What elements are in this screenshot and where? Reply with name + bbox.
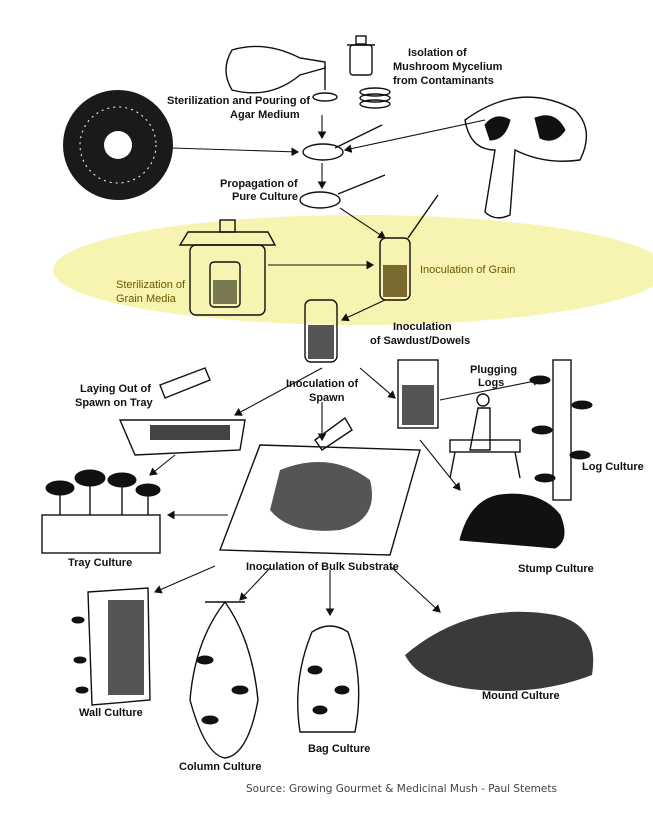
label-inoculation-bulk: Inoculation of Bulk Substrate [246, 561, 399, 573]
pressure-cooker-large [178, 219, 277, 316]
label-inoculation-spawn-1: Inoculation of [286, 378, 358, 390]
column-culture-illustration [189, 600, 259, 759]
bag-culture-illustration [297, 625, 360, 733]
label-propagation-2: Pure Culture [232, 191, 298, 203]
mushroom-cross-section [464, 96, 588, 219]
sawdust-bag [397, 359, 439, 429]
spawn-tray [118, 367, 246, 456]
label-laying-out-1: Laying Out of [80, 383, 151, 395]
label-laying-out-2: Spawn on Tray [75, 397, 154, 409]
petri-dish-1 [302, 124, 383, 161]
bulk-substrate-board [218, 416, 421, 556]
label-plugging-1: Plugging [470, 364, 517, 376]
label-wall-culture: Wall Culture [79, 707, 143, 719]
spore-print [63, 90, 173, 200]
flask-illustration [225, 45, 338, 102]
label-sterilization-grain-2: Grain Media [116, 293, 177, 305]
highlight-band [53, 215, 653, 325]
label-sterilization-agar-2: Agar Medium [230, 109, 300, 121]
label-column-culture: Column Culture [179, 761, 262, 773]
pressure-cooker-small [347, 35, 375, 76]
mound-culture-illustration [405, 611, 594, 691]
grain-jar [379, 194, 439, 301]
label-inoculation-sawdust-1: Inoculation [393, 321, 452, 333]
label-propagation-1: Propagation of [220, 178, 298, 190]
log-culture-illustration [529, 359, 593, 501]
label-isolation-1: Isolation of [408, 47, 467, 59]
label-bag-culture: Bag Culture [308, 743, 370, 755]
petri-dish-2 [299, 174, 386, 209]
plugging-logs-man [449, 393, 521, 479]
label-isolation-2: Mushroom Mycelium [393, 61, 503, 73]
label-stump-culture: Stump Culture [518, 563, 594, 575]
label-isolation-3: from Contaminants [393, 75, 494, 87]
label-mound-culture: Mound Culture [482, 690, 560, 702]
label-sterilization-agar-1: Sterilization and Pouring of [167, 95, 310, 107]
stump-culture-illustration [459, 493, 565, 549]
label-sterilization-grain-1: Sterilization of [116, 279, 186, 291]
wall-culture-illustration [71, 587, 151, 706]
label-inoculation-sawdust-2: of Sawdust/Dowels [370, 335, 470, 347]
label-inoculation-spawn-2: Spawn [309, 392, 345, 404]
flow-arrows [149, 115, 542, 617]
sawdust-jar [304, 299, 338, 363]
source-caption: Source: Growing Gourmet & Medicinal Mush… [246, 783, 557, 795]
label-log-culture: Log Culture [582, 461, 644, 473]
tray-culture-illustration [41, 469, 161, 554]
label-plugging-2: Logs [478, 377, 504, 389]
label-tray-culture: Tray Culture [68, 557, 132, 569]
petri-stack [359, 87, 391, 109]
label-inoculation-grain: Inoculation of Grain [420, 264, 515, 276]
